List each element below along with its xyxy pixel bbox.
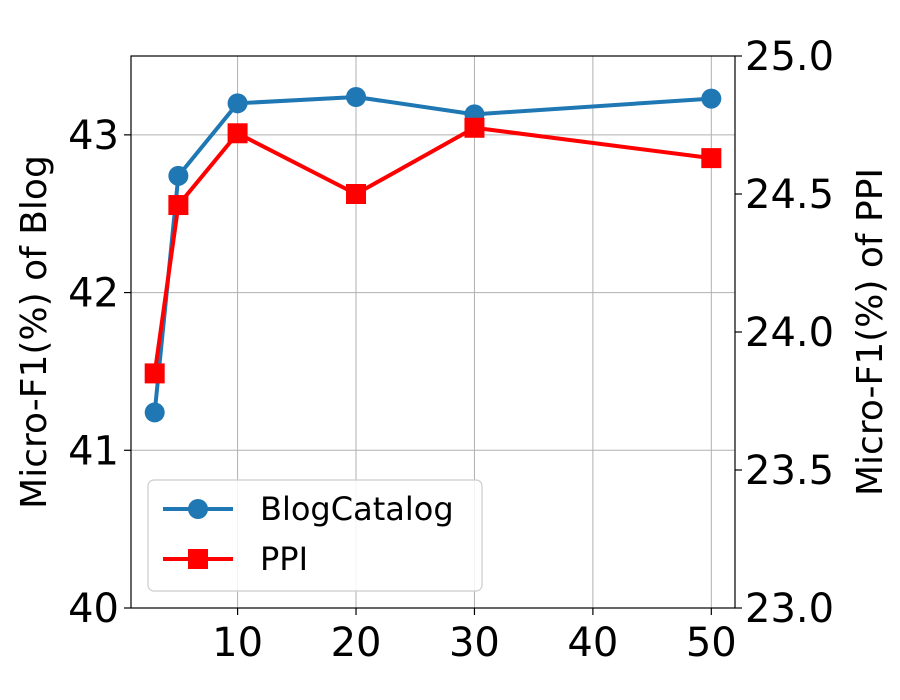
data-point [144, 402, 165, 423]
legend-label: BlogCatalog [260, 490, 454, 528]
axis-ticks: 10 20 30 40 50 40 41 42 43 23.0 23.5 24.0 24.5 25.0 [68, 34, 834, 666]
data-point [346, 87, 367, 108]
left-y-tick-label: 43 [68, 113, 119, 159]
right-y-tick-label: 25.0 [745, 34, 834, 80]
legend: BlogCatalog PPI [147, 479, 483, 592]
series-blogcatalog [144, 87, 722, 423]
x-tick-label: 40 [567, 620, 618, 666]
left-y-axis-label: Micro-F1(%) of Blog [14, 155, 55, 509]
data-point [464, 117, 485, 138]
data-point [168, 195, 189, 216]
right-y-tick-label: 24.5 [745, 172, 834, 218]
x-tick-label: 20 [331, 620, 382, 666]
right-y-tick-label: 24.0 [745, 310, 834, 356]
series-line [152, 125, 712, 374]
right-y-axis-label: Micro-F1(%) of PPI [850, 168, 891, 496]
data-point [144, 363, 165, 384]
left-y-tick-label: 40 [68, 586, 119, 632]
series-ppi [144, 117, 722, 384]
right-y-tick-label: 23.5 [745, 448, 834, 494]
data-point [701, 148, 722, 169]
data-point [227, 123, 248, 144]
series-line [152, 95, 712, 413]
left-y-tick-label: 42 [68, 271, 119, 317]
left-y-tick-label: 41 [68, 428, 119, 474]
legend-label: PPI [260, 540, 308, 578]
x-tick-label: 50 [686, 620, 737, 666]
legend-marker [188, 549, 208, 569]
x-tick-label: 10 [212, 620, 263, 666]
data-point [168, 165, 189, 186]
x-tick-label: 30 [449, 620, 500, 666]
data-point [346, 184, 367, 204]
data-point [227, 93, 248, 114]
plot-series [144, 87, 722, 423]
legend-marker [188, 499, 208, 519]
right-y-tick-label: 23.0 [745, 586, 834, 632]
data-point [701, 88, 722, 109]
